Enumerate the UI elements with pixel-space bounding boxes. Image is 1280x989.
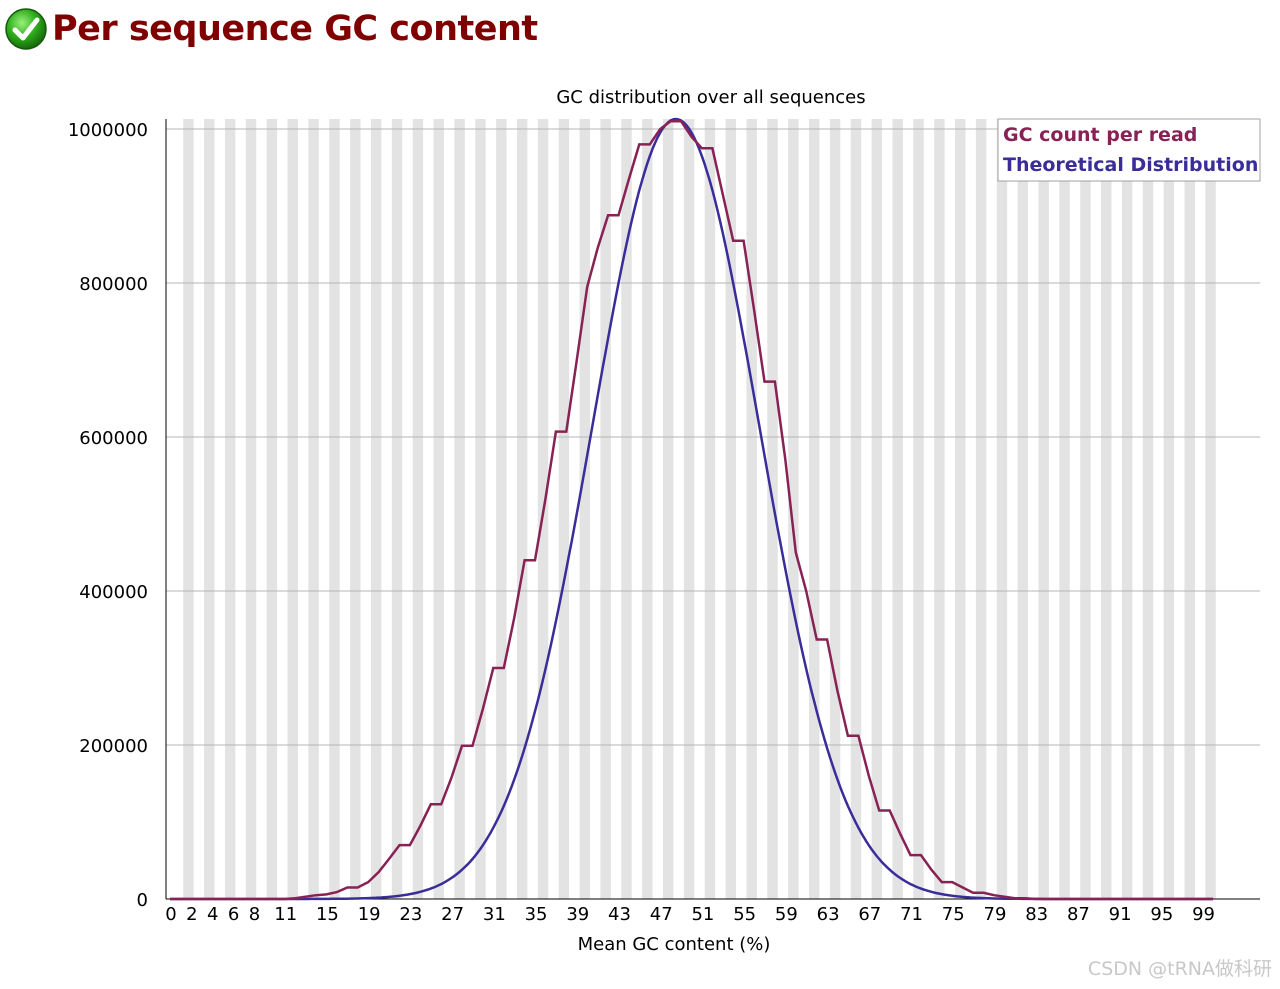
series-line-gc-count-per-read bbox=[170, 120, 1213, 901]
background-stripe bbox=[558, 119, 570, 899]
x-tick-label: 95 bbox=[1150, 904, 1173, 925]
legend-entry-gc-count: GC count per read bbox=[1003, 124, 1197, 146]
x-tick-label: 67 bbox=[858, 904, 881, 925]
background-stripe bbox=[370, 119, 382, 899]
background-stripe bbox=[746, 119, 757, 899]
y-tick-label: 1000000 bbox=[68, 120, 148, 141]
background-stripe bbox=[1142, 119, 1154, 899]
x-tick-label: 87 bbox=[1067, 904, 1090, 925]
background-stripe bbox=[725, 119, 737, 899]
background-stripe bbox=[600, 119, 611, 899]
x-tick-label: 4 bbox=[207, 904, 218, 925]
x-tick-label: 19 bbox=[358, 904, 381, 925]
x-axis-label: Mean GC content (%) bbox=[578, 934, 771, 955]
x-tick-label: 51 bbox=[691, 904, 714, 925]
background-stripe bbox=[809, 119, 820, 899]
background-stripe bbox=[829, 119, 841, 899]
watermark: CSDN @tRNA做科研 bbox=[1087, 958, 1272, 980]
background-stripe bbox=[996, 119, 1008, 899]
background-stripe bbox=[621, 119, 632, 899]
background-stripe bbox=[1163, 119, 1175, 899]
background-stripe bbox=[850, 119, 862, 899]
y-tick-label: 200000 bbox=[79, 736, 148, 757]
x-tick-label: 71 bbox=[900, 904, 923, 925]
background-stripe bbox=[391, 119, 403, 899]
y-tick-label: 400000 bbox=[79, 582, 148, 603]
y-tick-labels: 0 200000 400000 600000 800000 1000000 bbox=[68, 120, 148, 911]
background-stripe bbox=[433, 119, 444, 899]
page-title: Per sequence GC content bbox=[52, 9, 538, 49]
x-tick-label: 0 bbox=[165, 904, 176, 925]
background-stripe bbox=[329, 119, 340, 899]
background-stripe bbox=[475, 119, 486, 899]
background-stripe bbox=[496, 119, 507, 899]
background-stripe bbox=[788, 119, 799, 899]
x-tick-label: 59 bbox=[775, 904, 798, 925]
x-tick-label: 8 bbox=[249, 904, 260, 925]
x-tick-label: 91 bbox=[1109, 904, 1132, 925]
x-tick-label: 63 bbox=[817, 904, 840, 925]
x-tick-label: 79 bbox=[984, 904, 1007, 925]
background-stripe bbox=[454, 119, 465, 899]
background-stripe bbox=[204, 119, 215, 899]
x-tick-label: 11 bbox=[274, 904, 297, 925]
module-header: Per sequence GC content bbox=[4, 4, 538, 54]
x-tick-label: 31 bbox=[483, 904, 506, 925]
background-stripe bbox=[1184, 119, 1195, 899]
background-stripe bbox=[642, 119, 653, 899]
background-stripe bbox=[975, 119, 987, 899]
x-tick-label: 35 bbox=[525, 904, 548, 925]
x-tick-label: 43 bbox=[608, 904, 631, 925]
background-stripe bbox=[245, 119, 257, 899]
background-stripe bbox=[1101, 119, 1112, 899]
background-stripe bbox=[1059, 119, 1070, 899]
legend-box bbox=[997, 118, 1261, 182]
background-stripe bbox=[683, 119, 695, 899]
background-stripe bbox=[1080, 119, 1091, 899]
background-stripe bbox=[934, 119, 945, 899]
background-stripe bbox=[1121, 119, 1133, 899]
background-stripe bbox=[287, 119, 298, 899]
background-stripe bbox=[871, 119, 883, 899]
background-stripe bbox=[913, 119, 924, 899]
background-stripe bbox=[412, 119, 424, 899]
legend-entry-theoretical: Theoretical Distribution bbox=[1003, 154, 1258, 176]
background-stripe bbox=[955, 119, 966, 899]
x-tick-labels: 0 2 4 6 8 11 15 19 23 27 31 35 39 43 47 51 55 59 63 67 71 75 7… bbox=[165, 904, 1215, 925]
background-stripe bbox=[1038, 119, 1049, 899]
chart-title: GC distribution over all sequences bbox=[556, 87, 865, 108]
background-stripe bbox=[704, 119, 716, 899]
background-stripe bbox=[1017, 119, 1029, 899]
background-stripe bbox=[350, 119, 361, 899]
x-tick-label: 6 bbox=[228, 904, 239, 925]
background-stripe bbox=[224, 119, 236, 899]
x-tick-label: 27 bbox=[441, 904, 464, 925]
background-stripe bbox=[308, 119, 319, 899]
legend: GC count per read Theoretical Distributi… bbox=[997, 118, 1261, 182]
x-tick-label: 99 bbox=[1192, 904, 1215, 925]
y-tick-label: 600000 bbox=[79, 428, 148, 449]
background-stripe bbox=[1205, 119, 1216, 899]
background-stripe bbox=[767, 119, 778, 899]
background-stripe bbox=[892, 119, 903, 899]
x-tick-label: 55 bbox=[733, 904, 756, 925]
x-tick-label: 2 bbox=[186, 904, 197, 925]
background-stripes bbox=[183, 119, 1216, 899]
x-tick-label: 75 bbox=[942, 904, 965, 925]
background-stripe bbox=[579, 119, 590, 899]
x-tick-label: 39 bbox=[566, 904, 589, 925]
y-tick-label: 800000 bbox=[79, 274, 148, 295]
x-tick-label: 83 bbox=[1025, 904, 1048, 925]
background-stripe bbox=[662, 119, 674, 899]
x-tick-label: 47 bbox=[650, 904, 673, 925]
background-stripe bbox=[183, 119, 194, 899]
series-lines bbox=[170, 117, 1213, 901]
y-tick-label: 0 bbox=[137, 890, 148, 911]
pass-check-icon bbox=[5, 8, 47, 50]
x-tick-label: 15 bbox=[316, 904, 339, 925]
background-stripe bbox=[266, 119, 278, 899]
x-tick-label: 23 bbox=[399, 904, 422, 925]
background-stripe bbox=[516, 119, 528, 899]
